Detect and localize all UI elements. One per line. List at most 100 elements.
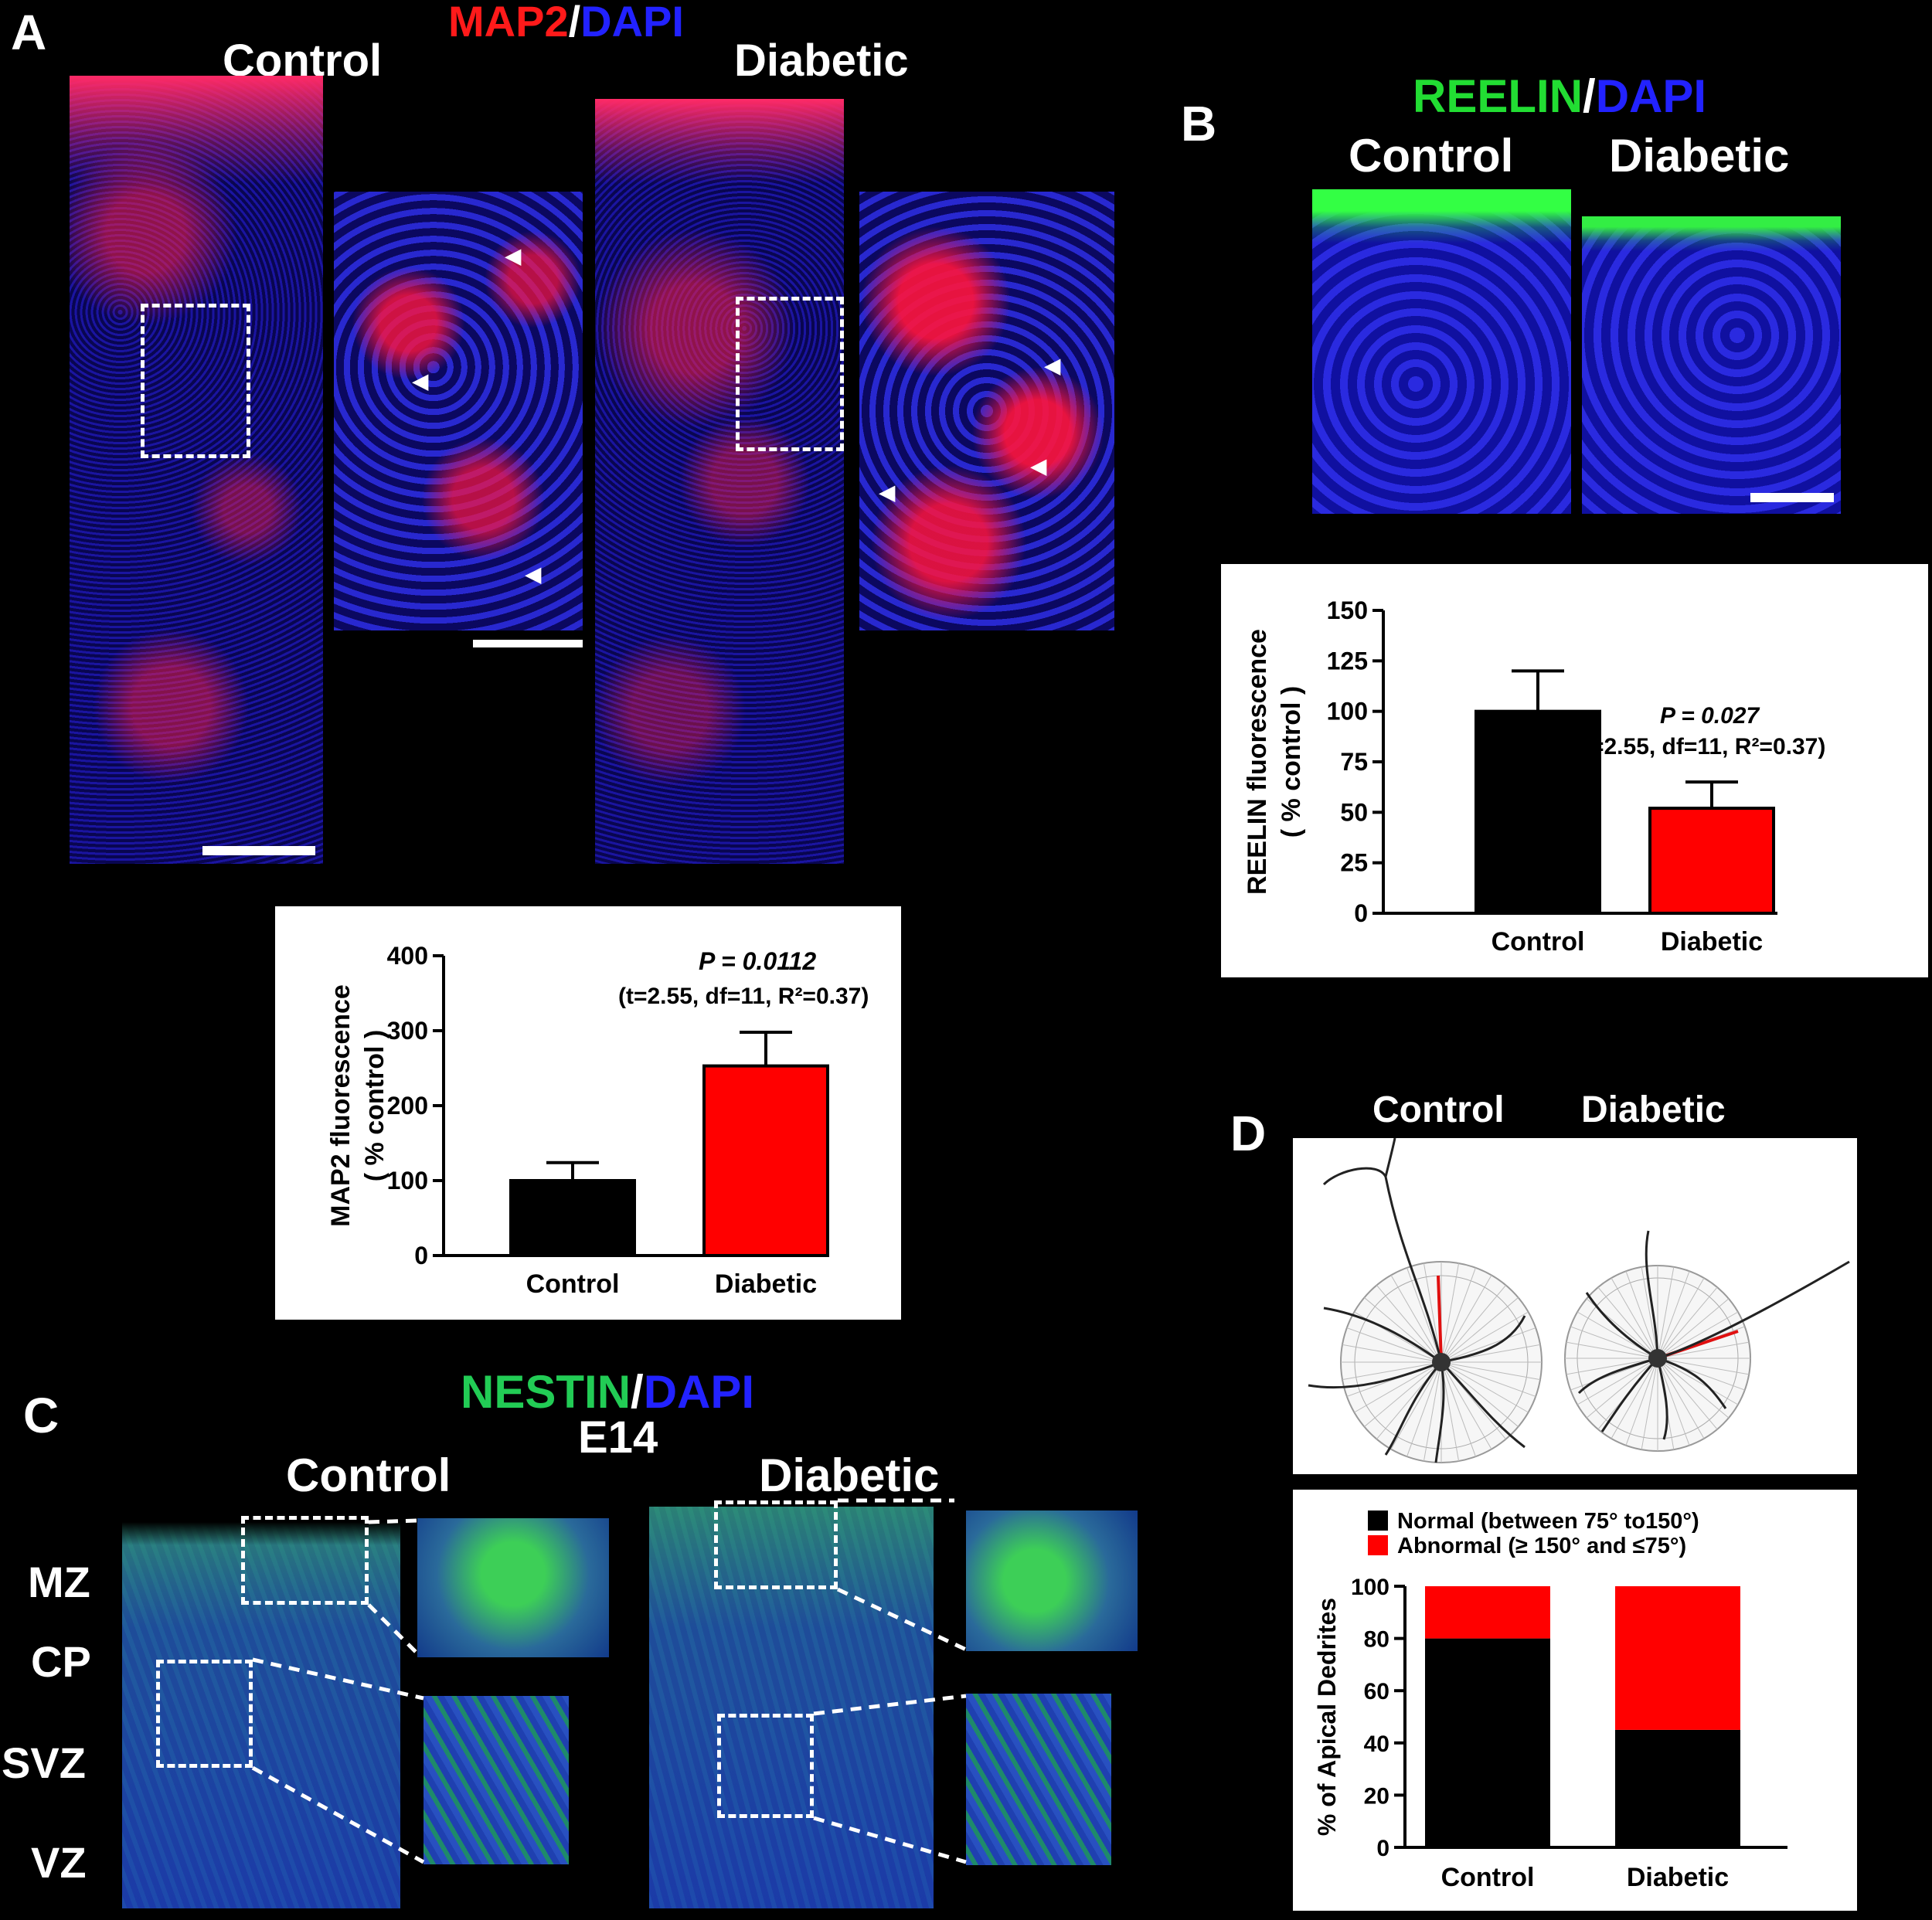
panel-b-label: B xyxy=(1181,96,1217,151)
inset-box-control-svz xyxy=(156,1660,253,1768)
nestin-control-image xyxy=(122,1507,400,1908)
protractor-spoke xyxy=(1611,1277,1658,1359)
y-tick-label: 20 xyxy=(1364,1783,1389,1809)
map2-stats: (t=2.55, df=11, R²=0.37) xyxy=(618,984,869,1009)
zone-label-mz: MZ xyxy=(28,1558,90,1606)
protractor-spoke xyxy=(1657,1266,1675,1359)
protractor-spoke xyxy=(1440,1262,1460,1363)
protractor-spoke xyxy=(1354,1361,1442,1413)
y-tick-label: 100 xyxy=(1327,698,1368,726)
legend-swatch-normal xyxy=(1368,1511,1388,1531)
y-tick-label: 80 xyxy=(1364,1627,1389,1653)
protractor-spoke xyxy=(1570,1326,1658,1359)
inset-box-control xyxy=(141,304,250,458)
protractor-spoke xyxy=(1440,1361,1536,1397)
inset-box-diabetic-svz xyxy=(717,1714,814,1818)
control-map2-image xyxy=(70,76,323,864)
bar-segment-abnormal xyxy=(1425,1586,1550,1639)
protractor-spoke xyxy=(1597,1286,1658,1359)
protractor-spoke xyxy=(1611,1358,1658,1439)
protractor-spoke xyxy=(1440,1361,1476,1457)
apical-dendrite-stacked-chart: 0 20 40 60 80 100 Control Diabetic % of Apical D… xyxy=(1313,1575,1787,1892)
y-axis-label: % of Apical Dedrites xyxy=(1313,1598,1341,1836)
panel-b-stain-title: REELIN/DAPI xyxy=(1413,70,1707,122)
protractor-spoke xyxy=(1440,1297,1519,1363)
nestin-label: NESTIN xyxy=(461,1366,631,1418)
protractor-spoke xyxy=(1390,1361,1442,1449)
y-tick-label: 40 xyxy=(1364,1731,1389,1757)
reelin-chart-panel: 0 25 50 75 100 125 150 Control Diabetic REELIN fl… xyxy=(1221,564,1928,977)
protractor-spoke xyxy=(1440,1267,1476,1363)
apical-dendrite-chart-panel: 0 20 40 60 80 100 Control Diabetic % of Apical D… xyxy=(1293,1490,1857,1911)
y-tick-label: 50 xyxy=(1340,798,1368,826)
scale-bar xyxy=(473,640,583,647)
panel-a-stain-title: MAP2/DAPI xyxy=(448,0,684,43)
legend-normal: Normal (between 75° to150°) xyxy=(1397,1509,1699,1534)
nestin-diabetic-zoom-svz xyxy=(966,1694,1111,1865)
protractor-spoke xyxy=(1657,1358,1739,1405)
dapi-label: DAPI xyxy=(580,0,684,46)
protractor-spoke xyxy=(1423,1361,1442,1462)
protractor-spoke xyxy=(1440,1361,1492,1449)
inset-box-control-mz xyxy=(241,1516,369,1605)
bar-control xyxy=(1475,709,1601,916)
nestin-control-zoom-mz xyxy=(417,1518,609,1657)
bar-segment-normal xyxy=(1615,1729,1740,1847)
map2-chart-panel: 0 100 200 300 400 Control Diabetic MAP2 fluores… xyxy=(275,906,901,1320)
protractor-spoke xyxy=(1342,1344,1442,1363)
scale-bar xyxy=(1750,493,1834,502)
protractor-spoke xyxy=(1440,1361,1529,1413)
protractor-spoke xyxy=(1657,1286,1718,1359)
reelin-control-image xyxy=(1312,189,1571,514)
bar-control xyxy=(509,1179,636,1257)
arrowhead-icon: ◀ xyxy=(1045,354,1060,377)
protractor-spoke xyxy=(1641,1358,1658,1450)
protractor-spoke xyxy=(1566,1358,1658,1375)
reelin-p-value: P = 0.027 xyxy=(1660,703,1760,729)
map2-label: MAP2 xyxy=(448,0,569,46)
reelin-bar-chart: 0 25 50 75 100 125 150 Control Diabetic REELIN fl… xyxy=(1243,596,1777,957)
protractor-spoke xyxy=(1657,1358,1718,1430)
legend-swatch-abnormal xyxy=(1368,1535,1388,1555)
protractor-spoke xyxy=(1577,1358,1658,1405)
protractor-spoke xyxy=(1406,1361,1442,1457)
bar-segment-abnormal xyxy=(1615,1586,1740,1730)
protractor-spoke xyxy=(1625,1271,1658,1359)
age-label: E14 xyxy=(578,1412,658,1463)
panel-d-control-label: Control xyxy=(1372,1089,1505,1130)
arrowhead-icon: ◀ xyxy=(413,369,428,392)
y-tick-label: 60 xyxy=(1364,1679,1389,1704)
protractor-spoke xyxy=(1657,1358,1690,1446)
x-category-label: Diabetic xyxy=(1661,927,1763,957)
arrowhead-icon: ◀ xyxy=(505,244,521,267)
bar-segment-normal xyxy=(1425,1638,1550,1847)
protractor-spoke xyxy=(1390,1275,1442,1363)
inset-box-diabetic xyxy=(736,297,844,451)
protractor-spoke xyxy=(1657,1358,1730,1419)
protractor-spoke xyxy=(1657,1311,1739,1359)
panel-c-stain-title: NESTIN/DAPI xyxy=(461,1366,755,1418)
y-tick-label: 25 xyxy=(1340,849,1368,877)
y-axis-label: ( % control ) xyxy=(360,1030,389,1181)
y-axis-label: MAP2 fluorescence xyxy=(326,984,355,1227)
protractor-spoke xyxy=(1406,1267,1442,1363)
y-tick-label: 0 xyxy=(1354,899,1368,927)
panel-c-control-label: Control xyxy=(286,1449,451,1501)
y-tick-label: 100 xyxy=(1351,1575,1389,1600)
panel-d-diabetic-label: Diabetic xyxy=(1581,1089,1726,1130)
protractor-spoke xyxy=(1440,1275,1492,1363)
panel-c-label: C xyxy=(23,1388,60,1443)
panel-a-diabetic-label: Diabetic xyxy=(734,36,909,86)
y-tick-label: 0 xyxy=(1376,1836,1389,1861)
arrowhead-icon: ◀ xyxy=(1031,454,1046,477)
protractor-spoke xyxy=(1657,1277,1705,1359)
protractor-spoke xyxy=(1376,1285,1442,1363)
control-map2-zoom: ◀ ◀ ◀ xyxy=(334,192,583,630)
nestin-control-zoom-svz xyxy=(423,1696,569,1864)
y-tick-label: 0 xyxy=(414,1242,428,1269)
protractor-spoke xyxy=(1586,1358,1658,1419)
panel-a-control-label: Control xyxy=(223,36,383,86)
reelin-stats: (t=2.55, df=11, R²=0.37) xyxy=(1575,734,1826,760)
